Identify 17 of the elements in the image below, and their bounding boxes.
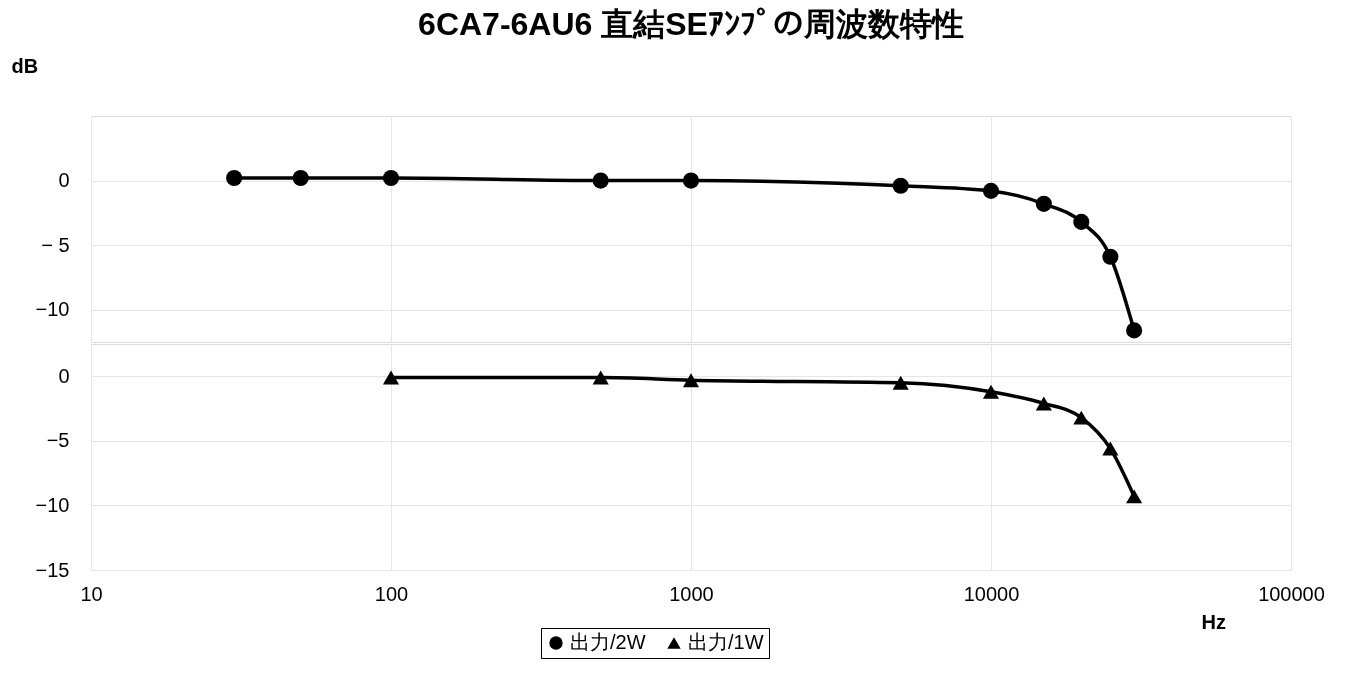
y-axis-title: dB bbox=[11, 54, 39, 77]
y-tick-label: −5 bbox=[46, 429, 70, 452]
y-tick-label: −15 bbox=[35, 558, 70, 581]
x-tick-label: 1000 bbox=[669, 582, 714, 605]
x-tick-label: 10000 bbox=[963, 582, 1020, 605]
legend-label: 出力/2W bbox=[570, 631, 646, 653]
x-tick-label: 10 bbox=[80, 582, 103, 605]
y-tick-label: 0 bbox=[58, 169, 70, 192]
x-tick-label: 100 bbox=[374, 582, 409, 605]
legend-label: 出力/1W bbox=[688, 631, 764, 653]
y-tick-label: 0 bbox=[58, 364, 70, 387]
y-tick-label: −10 bbox=[35, 493, 70, 516]
x-axis-title: Hz bbox=[1201, 610, 1226, 633]
chart-title: 6CA7-6AU6 直結SEｱﾝﾌﾟの周波数特性 bbox=[418, 6, 964, 42]
y-tick-label: −10 bbox=[35, 298, 70, 321]
y-tick-label: − 5 bbox=[41, 233, 70, 256]
x-tick-label: 100000 bbox=[1258, 582, 1325, 605]
